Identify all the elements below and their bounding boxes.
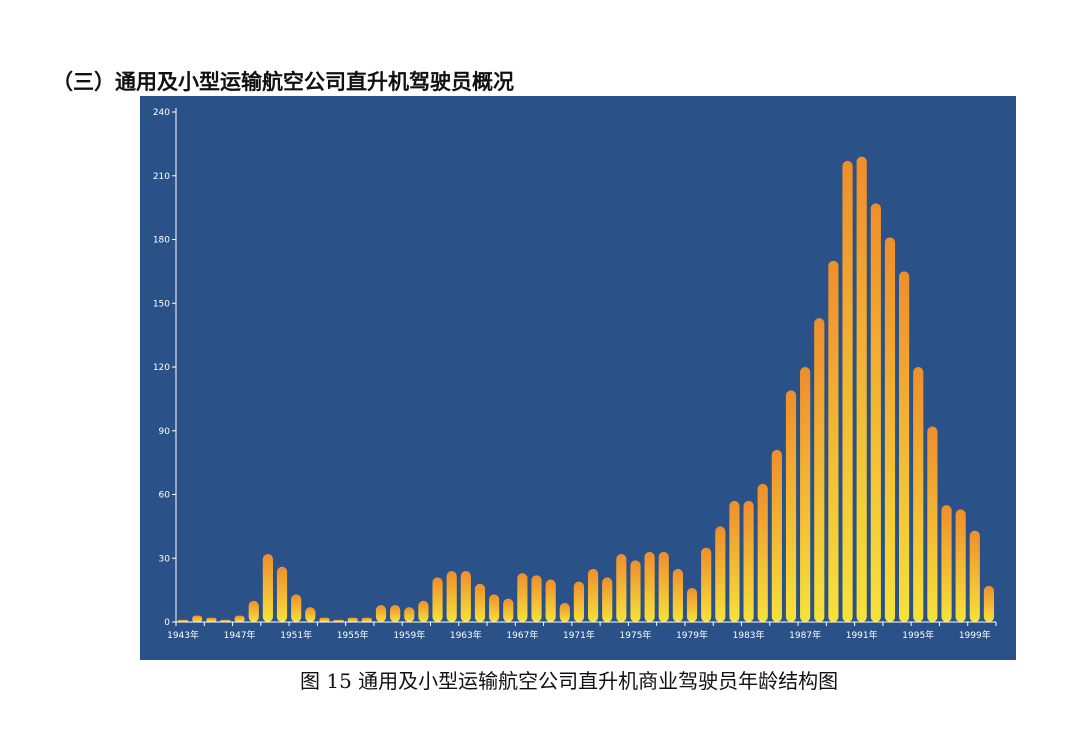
- x-tick-label: 1999年: [959, 629, 991, 641]
- bar-1957年: [375, 605, 387, 622]
- x-tick-label: 1947年: [224, 629, 256, 641]
- bar-1994年: [899, 271, 910, 623]
- bar-1984年: [757, 483, 768, 623]
- bar-1973年: [602, 577, 613, 623]
- x-tick-label: 1955年: [337, 629, 369, 641]
- bar-1998年: [955, 509, 966, 623]
- y-tick-label: 0: [164, 618, 170, 628]
- bar-1986年: [785, 390, 797, 623]
- bar-1947年: [234, 615, 245, 623]
- bar-1996年: [927, 426, 938, 622]
- section-heading: （三）通用及小型运输航空公司直升机驾驶员概况: [52, 70, 514, 94]
- bar-1948年: [248, 600, 259, 622]
- x-tick-label: 1987年: [789, 629, 821, 641]
- chart-background: [140, 96, 1016, 660]
- chart-panel: 0 30 60 90 120 150 180 210 240 1943年 1947年 1951年 19…: [140, 96, 1016, 660]
- bar-1959年: [404, 607, 415, 623]
- bar-1983年: [743, 500, 754, 623]
- x-tick-label: 1995年: [902, 629, 934, 641]
- bar-1991年: [856, 156, 867, 623]
- bar-1993年: [884, 237, 896, 623]
- bar-1958年: [390, 605, 401, 622]
- bar-1999年: [969, 530, 980, 623]
- y-tick-label: 210: [153, 172, 170, 182]
- bar-1946年: [220, 619, 231, 623]
- bar-1972年: [587, 568, 599, 623]
- x-tick-label: 1963年: [450, 629, 482, 641]
- x-tick-label: 1951年: [280, 629, 312, 641]
- bar-1966年: [503, 598, 514, 623]
- y-tick-label: 150: [153, 299, 170, 309]
- bar-1950年: [276, 566, 288, 622]
- bar-1962年: [446, 571, 457, 622]
- bar-1964年: [474, 583, 486, 622]
- bar-1967年: [517, 573, 528, 623]
- bar-1954年: [333, 619, 344, 623]
- bar-1995年: [913, 367, 924, 622]
- figure-caption: 图 15 通用及小型运输航空公司直升机商业驾驶员年龄结构图: [300, 669, 839, 693]
- x-tick-label: 1943年: [167, 629, 199, 641]
- bar-1953年: [319, 617, 330, 622]
- y-tick-label: 180: [153, 236, 170, 246]
- bar-1982年: [729, 500, 740, 623]
- y-tick-label: 30: [159, 554, 171, 564]
- bar-1988年: [814, 318, 825, 623]
- bar-1963年: [460, 571, 471, 622]
- bar-1965年: [489, 594, 500, 623]
- bar-1952年: [305, 607, 316, 623]
- bar-1997年: [941, 505, 952, 623]
- x-tick-label: 1983年: [733, 629, 765, 641]
- bar-1987年: [800, 367, 811, 622]
- bar-2000年: [983, 585, 995, 623]
- bar-1992年: [870, 203, 881, 623]
- bar-1979年: [686, 588, 698, 622]
- bar-1970年: [559, 602, 570, 623]
- bar-1960年: [418, 600, 429, 622]
- x-tick-label: 1967年: [506, 629, 538, 641]
- bar-1969年: [545, 579, 556, 622]
- bar-1971年: [573, 581, 585, 623]
- bar-1974年: [616, 554, 627, 622]
- bar-1945年: [206, 617, 217, 622]
- bar-1981年: [715, 526, 726, 623]
- y-tick-label: 120: [153, 363, 170, 373]
- x-tick-label: 1975年: [620, 629, 652, 641]
- x-axis: 1943年 1947年 1951年 1955年 1959年 1963年 1967年 1971年…: [167, 621, 997, 641]
- bar-1976年: [644, 551, 655, 623]
- bar-1985年: [771, 449, 782, 623]
- bar-1989年: [828, 260, 839, 622]
- y-tick-label: 90: [159, 427, 171, 437]
- bar-1956年: [361, 617, 372, 622]
- y-tick-label: 240: [153, 108, 170, 118]
- bar-1977年: [658, 551, 669, 623]
- y-axis: 0 30 60 90 120 150 180 210 240: [153, 108, 177, 628]
- bar-1944年: [192, 615, 203, 623]
- y-tick-label: 60: [159, 491, 171, 501]
- bar-1955年: [347, 617, 358, 622]
- bar-1968年: [531, 575, 542, 622]
- bar-1975年: [630, 560, 641, 623]
- bar-1961年: [432, 577, 443, 623]
- bar-1949年: [262, 554, 273, 622]
- bar-1980年: [701, 547, 712, 623]
- bar-1978年: [672, 568, 683, 623]
- bar-series: [177, 156, 995, 623]
- x-tick-label: 1971年: [563, 629, 595, 641]
- x-tick-label: 1979年: [676, 629, 708, 641]
- x-tick-label: 1959年: [393, 629, 425, 641]
- x-tick-label: 1991年: [846, 629, 878, 641]
- bar-1943年: [177, 619, 189, 623]
- bar-1951年: [291, 594, 302, 623]
- bar-1990年: [842, 160, 853, 623]
